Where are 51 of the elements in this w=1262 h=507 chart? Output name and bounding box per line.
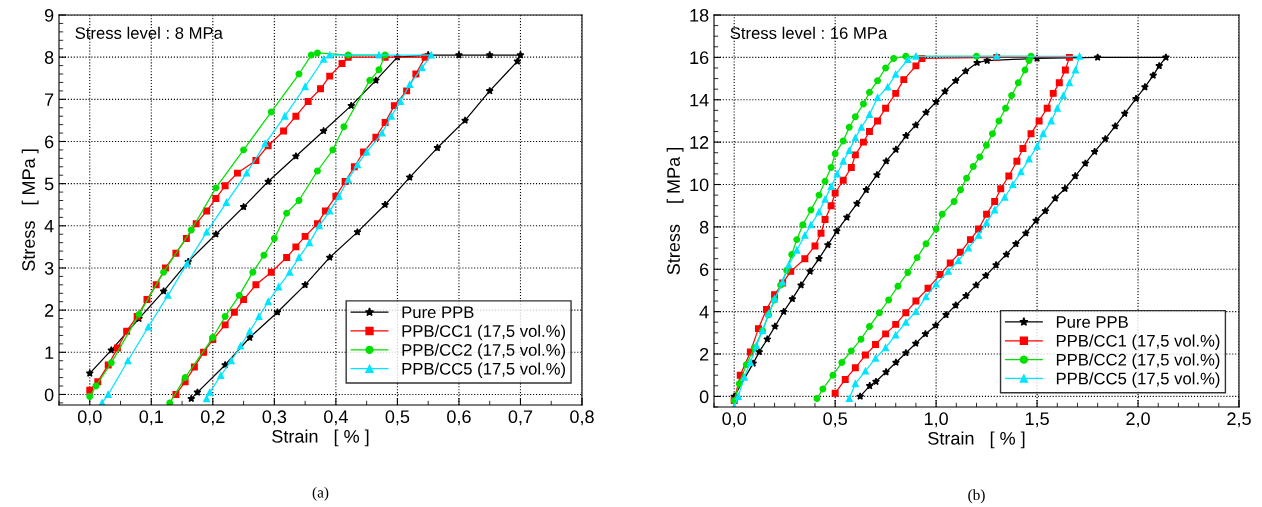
y-tick-label: 0 <box>44 388 54 402</box>
y-axis-title: Stress [ MPa ] <box>666 148 684 275</box>
annotation: Stress level : 16 MPa <box>730 26 888 39</box>
y-tick-label: 9 <box>44 8 54 22</box>
y-tick-label: 10 <box>690 178 709 192</box>
legend-label: Pure PPB <box>402 306 474 319</box>
text: (a) <box>312 486 329 501</box>
x-tick-label: 1,0 <box>924 412 948 428</box>
x-tick-label: 0,0 <box>77 410 102 426</box>
legend-label: PPB/CC2 (17,5 vol.%) <box>402 343 566 360</box>
x-tick-label: 0,6 <box>447 410 471 426</box>
y-tick-label: 7 <box>45 93 54 106</box>
x-axis-title: Strain [ % ] <box>272 429 369 447</box>
y-tick-label: 8 <box>699 220 709 234</box>
x-tick-label: 0,5 <box>823 412 847 428</box>
y-tick-label: 3 <box>44 261 54 275</box>
x-tick-label: 0,1 <box>139 410 163 426</box>
text: (b) <box>968 489 985 504</box>
legend-label: PPB/CC5 (17,5 vol.%) <box>1056 372 1220 388</box>
y-tick-label: 16 <box>690 51 709 65</box>
x-tick-label: 0,0 <box>722 412 747 428</box>
y-tick-label: 18 <box>690 8 709 22</box>
y-tick-label: 5 <box>44 177 54 191</box>
y-tick-label: 12 <box>690 136 709 149</box>
legend-label: Pure PPB <box>1056 316 1128 328</box>
x-tick-label: 0,4 <box>324 410 348 426</box>
y-tick-label: 1 <box>45 346 54 359</box>
y-tick-label: 6 <box>45 135 54 149</box>
x-tick-label: 0,3 <box>262 410 287 426</box>
y-tick-label: 6 <box>700 263 709 276</box>
y-tick-label: 4 <box>699 305 709 319</box>
legend-label: PPB/CC1 (17,5 vol.%) <box>402 324 566 341</box>
y-tick-label: 8 <box>44 51 54 64</box>
x-tick-label: 2,5 <box>1227 412 1251 428</box>
y-tick-label: 14 <box>690 93 709 107</box>
y-tick-label: 0 <box>699 390 709 404</box>
x-axis-title: Strain [ % ] <box>928 431 1025 449</box>
x-tick-label: 0,5 <box>385 410 410 426</box>
y-axis-title: Stress [ MPa ] <box>21 149 39 271</box>
y-tick-label: 2 <box>45 304 54 317</box>
legend-label: PPB/CC2 (17,5 vol.%) <box>1056 353 1220 369</box>
x-tick-label: 2,0 <box>1126 412 1150 428</box>
x-tick-label: 0,7 <box>508 410 533 426</box>
annotation: Stress level : 8 MPa <box>75 26 223 39</box>
legend-label: PPB/CC5 (17,5 vol.%) <box>402 362 566 379</box>
x-tick-label: 0,2 <box>200 410 225 426</box>
x-tick-label: 1,5 <box>1025 412 1049 428</box>
y-tick-label: 4 <box>44 219 54 233</box>
y-tick-label: 2 <box>700 347 709 361</box>
x-tick-label: 0,8 <box>570 410 594 426</box>
legend-label: PPB/CC1 (17,5 vol.%) <box>1056 334 1220 351</box>
